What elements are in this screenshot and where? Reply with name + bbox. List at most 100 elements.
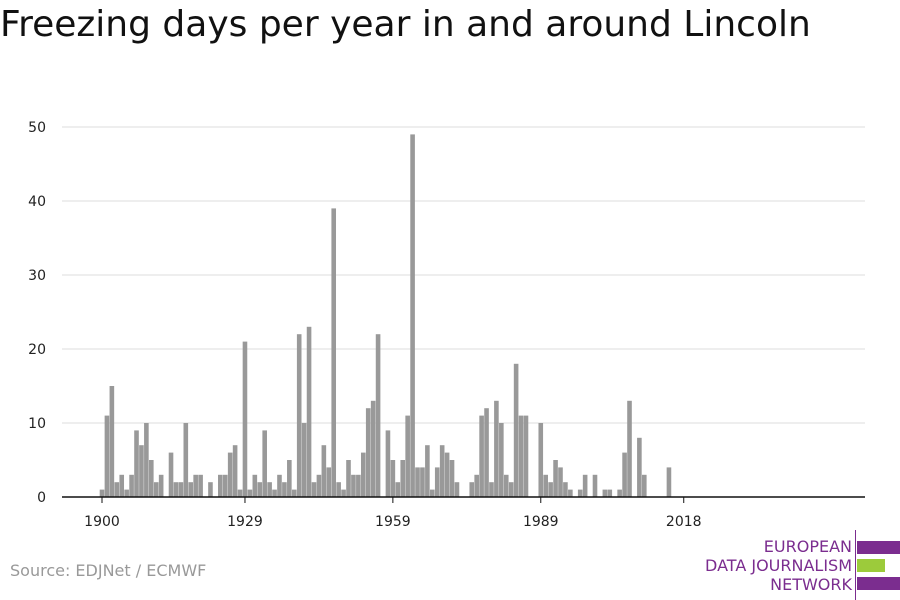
chart-title: Freezing days per year in and around Lin… — [0, 4, 811, 45]
bar-2003 — [607, 489, 613, 497]
bar-1965 — [420, 467, 425, 497]
bar-1947 — [331, 208, 337, 497]
bar-1941 — [301, 423, 307, 497]
bar-1949 — [341, 489, 346, 497]
bar-1998 — [582, 474, 588, 497]
edjnet-logo: EUROPEAN DATA JOURNALISM NETWORK — [700, 530, 900, 600]
bar-2015 — [666, 467, 672, 497]
bar-1909 — [144, 423, 149, 497]
source-note: Source: EDJNet / ECMWF — [10, 561, 207, 580]
bar-1992 — [553, 460, 558, 497]
bar-1937 — [282, 482, 287, 497]
bar-1904 — [119, 474, 125, 497]
bar-1961 — [400, 460, 406, 497]
bar-2007 — [627, 400, 632, 497]
bar-1982 — [503, 474, 509, 497]
bar-2010 — [642, 474, 647, 497]
x-tick-label-1900: 1900 — [84, 514, 120, 530]
bar-1986 — [523, 415, 529, 497]
bars — [99, 134, 672, 497]
bar-1972 — [454, 482, 460, 497]
bar-1907 — [134, 430, 139, 497]
bar-1944 — [316, 474, 322, 497]
bar-1979 — [489, 482, 494, 497]
bar-1989 — [538, 423, 544, 497]
bar-2002 — [602, 489, 608, 497]
bar-1922 — [208, 482, 213, 497]
bar-1905 — [124, 489, 129, 497]
bar-1912 — [158, 474, 164, 497]
gridlines — [62, 126, 865, 424]
logo-line-european: EUROPEAN — [763, 537, 852, 556]
bar-1938 — [287, 460, 292, 497]
bar-1927 — [232, 445, 238, 497]
bar-1918 — [188, 482, 194, 497]
bar-2006 — [622, 452, 627, 497]
bar-1932 — [257, 482, 263, 497]
bar-1906 — [129, 474, 134, 497]
y-tick-label-0: 0 — [37, 490, 46, 506]
bar-1990 — [543, 474, 548, 497]
y-tick-label-50: 50 — [28, 120, 46, 136]
bar-1926 — [227, 452, 233, 497]
bar-1943 — [311, 482, 317, 497]
bar-1942 — [306, 326, 312, 497]
bar-1964 — [415, 467, 420, 497]
bar-1911 — [153, 482, 159, 497]
bar-1915 — [173, 482, 179, 497]
bar-1948 — [336, 482, 341, 497]
bar-1980 — [494, 400, 499, 497]
bar-1931 — [252, 474, 258, 497]
logo-line-data-journalism: DATA JOURNALISM — [705, 556, 852, 575]
bar-2009 — [637, 437, 642, 497]
bar-1984 — [513, 363, 519, 497]
bar-1959 — [390, 460, 396, 497]
bar-1966 — [425, 445, 430, 497]
bar-1919 — [193, 474, 198, 497]
bar-1970 — [444, 452, 450, 497]
bar-1978 — [484, 408, 489, 497]
axes — [62, 496, 865, 503]
bar-1933 — [262, 430, 267, 497]
logo-divider — [855, 530, 856, 600]
bar-1962 — [405, 415, 410, 497]
bar-1976 — [474, 474, 479, 497]
bar-1952 — [356, 474, 361, 497]
bar-1920 — [198, 474, 203, 497]
bar-1968 — [434, 467, 440, 497]
bar-1993 — [558, 467, 563, 497]
bar-1995 — [568, 489, 573, 497]
bar-1971 — [449, 460, 455, 497]
bar-1939 — [291, 489, 297, 497]
y-tick-label-10: 10 — [28, 416, 46, 432]
bar-1958 — [385, 430, 391, 497]
bar-1960 — [395, 482, 401, 497]
bar-1908 — [139, 445, 144, 497]
bar-1956 — [375, 334, 381, 497]
bar-1983 — [508, 482, 514, 497]
bar-1953 — [360, 452, 366, 497]
bar-1902 — [109, 386, 115, 497]
bar-1900 — [99, 489, 105, 497]
bar-1955 — [370, 400, 376, 497]
bar-1985 — [518, 415, 524, 497]
logo-line-network: NETWORK — [770, 575, 852, 594]
logo-bar-purple-bottom — [857, 577, 900, 590]
y-tick-label-20: 20 — [28, 342, 46, 358]
bar-1945 — [321, 445, 327, 497]
bar-1935 — [272, 489, 277, 497]
bar-1997 — [577, 489, 583, 497]
bar-1954 — [365, 408, 371, 497]
logo-bar-green — [857, 559, 885, 572]
bar-1929 — [242, 341, 248, 497]
x-tick-label-1929: 1929 — [227, 514, 263, 530]
bar-1963 — [410, 134, 415, 497]
bar-1981 — [499, 423, 504, 497]
y-tick-label-40: 40 — [28, 194, 46, 210]
y-tick-label-30: 30 — [28, 268, 46, 284]
bar-1951 — [351, 474, 356, 497]
bar-1940 — [296, 334, 302, 497]
bar-1969 — [439, 445, 445, 497]
